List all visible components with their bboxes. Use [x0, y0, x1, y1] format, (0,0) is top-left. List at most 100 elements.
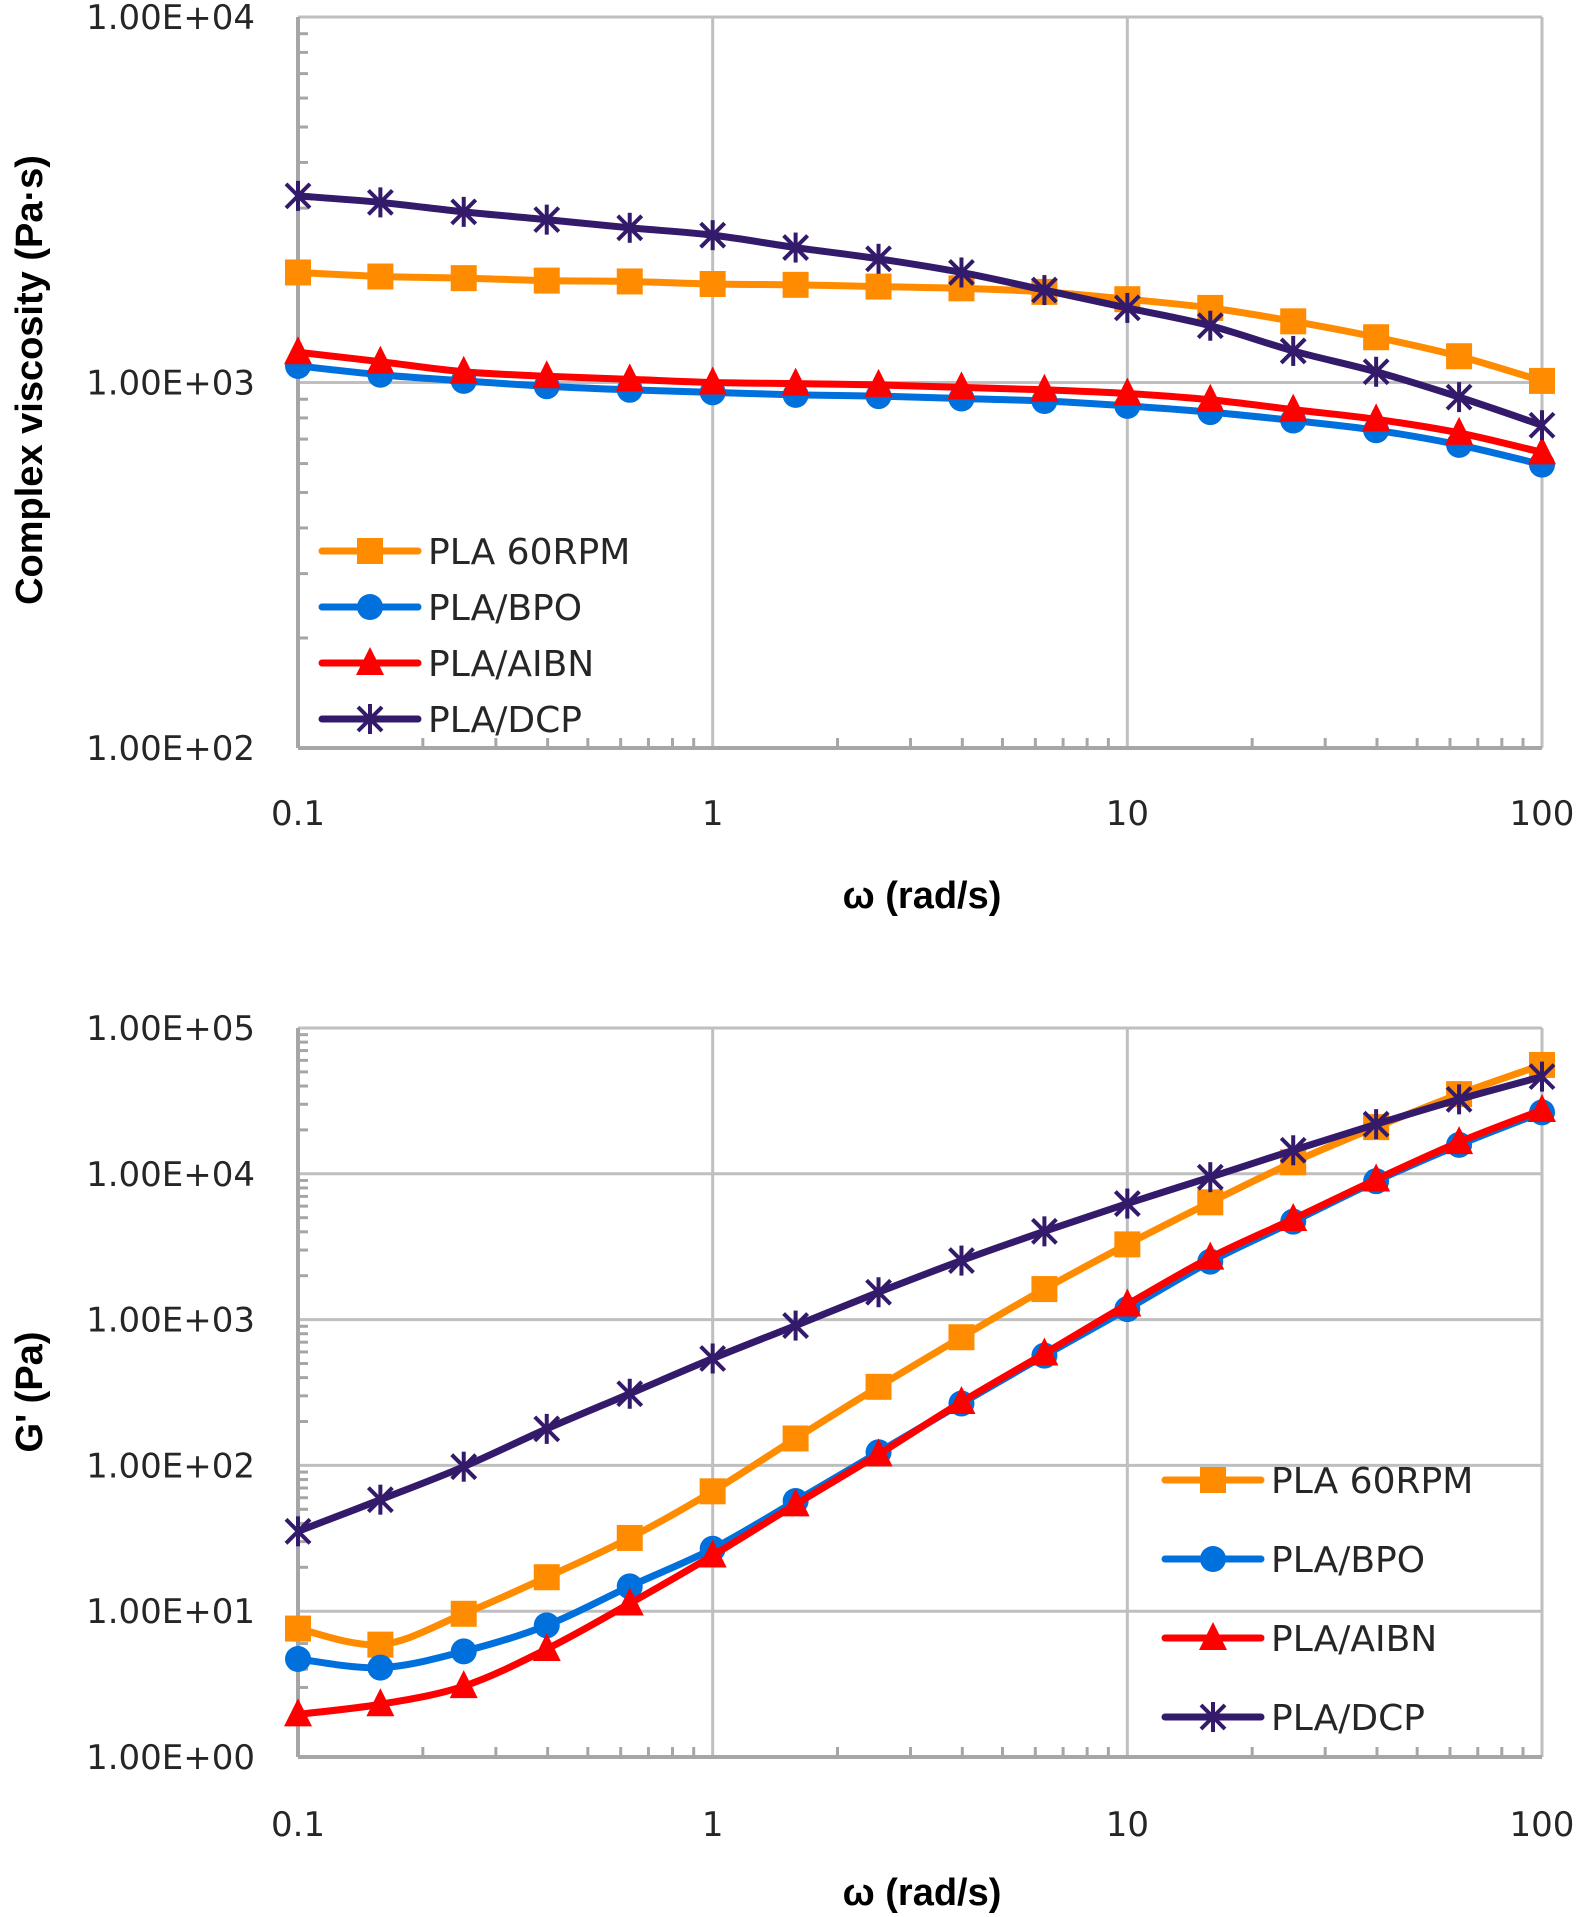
series-line [297, 348, 1543, 456]
data-point [449, 355, 478, 384]
data-point [864, 1438, 893, 1467]
data-point [1362, 1163, 1391, 1192]
data-point [615, 1587, 644, 1616]
data-point [285, 1646, 311, 1673]
data-point [532, 1633, 561, 1662]
data-point [1280, 308, 1307, 335]
series-pla-aibn [284, 1093, 1556, 1727]
data-point [615, 363, 644, 392]
y-tick-label: 1.00E+02 [86, 1446, 255, 1486]
legend-marker [357, 538, 383, 564]
x-axis-title: ω (rad/s) [843, 1872, 1002, 1914]
data-point [1528, 1061, 1556, 1092]
data-point [947, 1386, 976, 1415]
data-point [1030, 1216, 1058, 1247]
series-pla-dcp [284, 1061, 1556, 1547]
data-point [699, 270, 726, 297]
data-point [782, 1425, 809, 1452]
data-point [1279, 393, 1308, 422]
data-point [1445, 416, 1474, 445]
data-point [284, 1698, 312, 1727]
data-point [532, 360, 561, 389]
x-tick-label: 100 [1510, 1805, 1575, 1845]
data-point [1113, 292, 1141, 323]
data-point [698, 1539, 727, 1568]
legend-marker [356, 704, 384, 734]
data-point [948, 1245, 975, 1276]
series-pla-dcp [284, 180, 1556, 441]
data-point [533, 1612, 560, 1639]
y-tick-label: 1.00E+05 [86, 1009, 255, 1049]
series-line [296, 1073, 1543, 1535]
data-point [533, 1413, 561, 1444]
legend-marker [1200, 1546, 1226, 1572]
data-point [1362, 403, 1391, 432]
data-point [1196, 1162, 1224, 1193]
data-point [450, 196, 478, 227]
y-axis-title: G' (Pa) [9, 1332, 51, 1453]
series-line [297, 1109, 1544, 1672]
data-point [782, 1310, 810, 1341]
data-point [1528, 410, 1556, 441]
data-point [450, 1451, 478, 1482]
data-point [781, 1488, 810, 1517]
data-point [1113, 1288, 1142, 1317]
viscosity-chart: 0.1 1 10 100 1.00E+02 1.00E+03 1.00E+04 Comple… [9, 0, 1574, 917]
data-point [1445, 1126, 1474, 1155]
data-point [1528, 436, 1556, 465]
data-point [533, 1564, 560, 1591]
data-point [285, 259, 311, 286]
data-point [699, 1478, 726, 1505]
y-tick-label: 1.00E+04 [86, 0, 255, 38]
y-tick-label: 1.00E+02 [86, 729, 255, 769]
data-point [366, 187, 394, 218]
legend-item: PLA/AIBN [1161, 1619, 1437, 1660]
data-point [1113, 1188, 1141, 1219]
data-point [284, 180, 312, 211]
data-point [533, 267, 560, 294]
legend-label: PLA 60RPM [1271, 1461, 1473, 1502]
data-point [1113, 377, 1142, 406]
x-tick-label: 10 [1106, 794, 1149, 834]
legend-item: PLA/AIBN [318, 644, 594, 685]
data-point [699, 1343, 727, 1374]
data-point [1279, 335, 1307, 366]
storage-modulus-chart: 0.1 1 10 100 1.00E+00 1.00E+01 1.00E+02 1.00E+0… [9, 1009, 1574, 1914]
data-point [284, 336, 312, 365]
series-line [297, 1061, 1544, 1649]
legend-item: PLA/DCP [1161, 1698, 1425, 1739]
data-point [450, 1638, 477, 1665]
data-point [1030, 373, 1059, 402]
legend-marker [1199, 1702, 1227, 1732]
data-point [865, 273, 892, 300]
data-point [616, 1573, 643, 1600]
data-point [616, 212, 644, 243]
data-point [533, 204, 561, 235]
data-point [616, 268, 643, 295]
series-line [297, 268, 1543, 385]
legend-item: PLA/BPO [1161, 1540, 1425, 1581]
data-point [864, 368, 893, 397]
data-point [1362, 1109, 1390, 1140]
x-tick-label: 1 [702, 1805, 724, 1845]
data-point [1196, 1241, 1225, 1270]
series-line [297, 192, 1544, 429]
data-point [1279, 1135, 1307, 1166]
data-point [367, 1631, 394, 1658]
x-axis-title: ω (rad/s) [843, 875, 1002, 917]
legend-label: PLA/DCP [428, 700, 582, 741]
y-tick-label: 1.00E+04 [86, 1155, 255, 1195]
data-point [698, 366, 727, 395]
legend: PLA 60RPM PLA/BPO PLA/AIBN PLA/DCP [318, 532, 630, 741]
data-point [450, 265, 477, 292]
x-tick-label: 100 [1510, 794, 1575, 834]
x-tick-label: 0.1 [271, 794, 325, 834]
legend-label: PLA/BPO [1271, 1540, 1425, 1581]
x-tick-label: 0.1 [271, 1805, 325, 1845]
data-point [367, 1654, 394, 1681]
y-tick-label: 1.00E+00 [86, 1738, 255, 1778]
series-pla-aibn [284, 336, 1556, 465]
data-point [782, 271, 809, 298]
data-point [1114, 1231, 1141, 1258]
